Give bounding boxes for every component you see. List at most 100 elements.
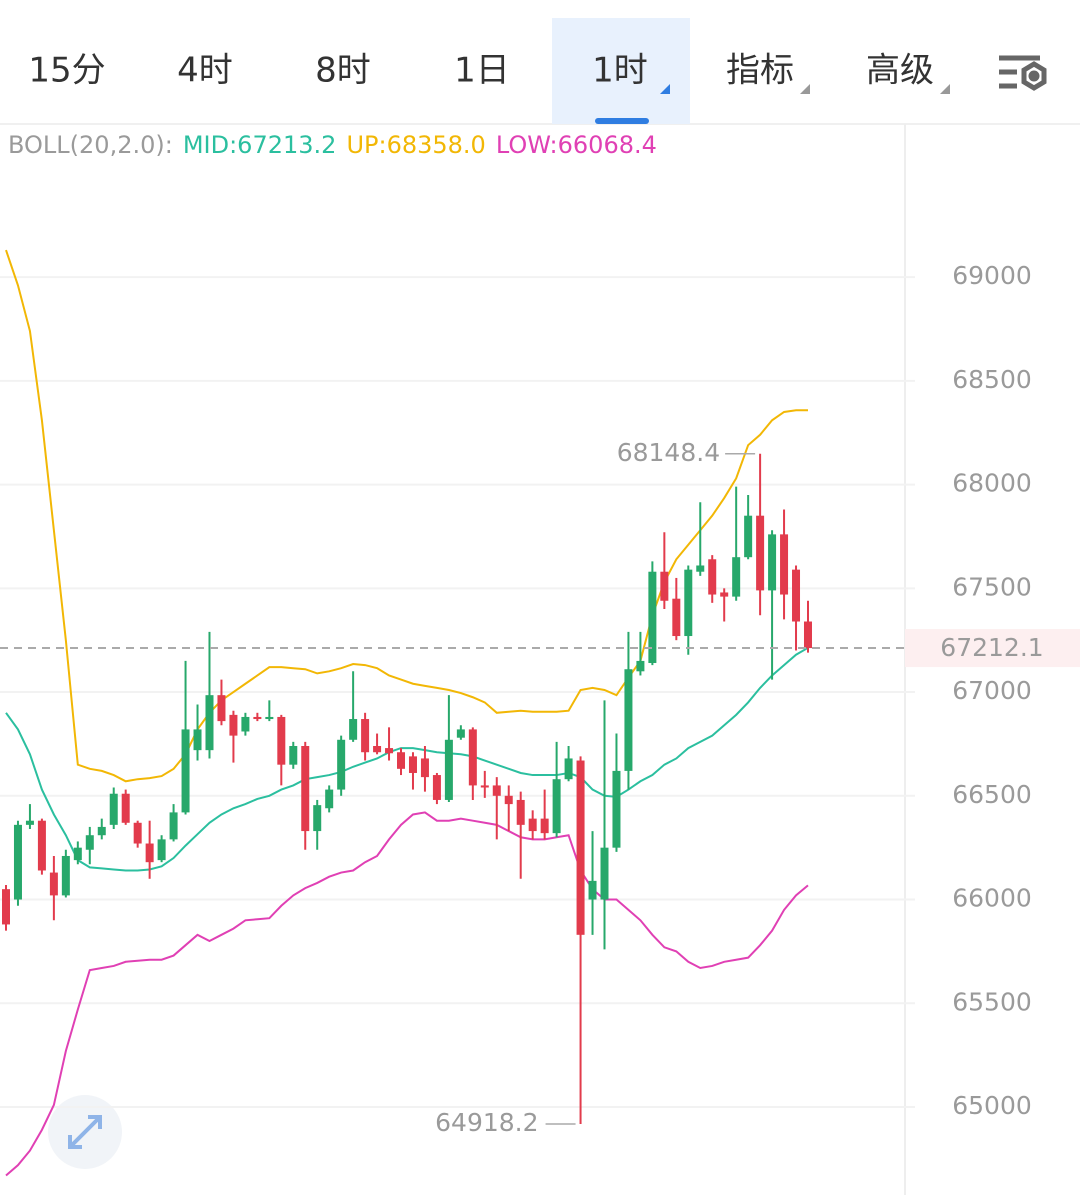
candle-body: [588, 880, 597, 900]
dropdown-triangle: [660, 84, 670, 94]
candle-body: [432, 775, 441, 800]
tab[interactable]: 4时: [177, 51, 233, 91]
icon-hex: [1021, 61, 1047, 91]
candle-body: [564, 758, 573, 780]
candle-body: [325, 789, 334, 809]
y-tick-label: 68500: [952, 365, 1032, 394]
candle-body: [157, 839, 166, 861]
candle-body: [456, 729, 465, 738]
candle-body: [385, 748, 394, 754]
candle-body: [612, 770, 621, 848]
icon-dot: [1028, 70, 1040, 82]
candle-body: [540, 818, 549, 834]
y-tick-label: 66500: [952, 780, 1032, 809]
candle-body: [576, 760, 585, 935]
candle-body: [504, 795, 513, 805]
candle-body: [744, 515, 753, 558]
candle-body: [2, 889, 10, 925]
active-tab-underline: [595, 118, 649, 124]
candle-body: [528, 818, 537, 832]
candle-body: [37, 820, 46, 871]
tab[interactable]: 指标: [726, 51, 794, 91]
candle-body: [624, 669, 633, 771]
expand-button[interactable]: [48, 1095, 122, 1169]
legend-entry: UP:68358.0: [346, 131, 485, 159]
candle-body: [313, 805, 322, 832]
candle-body: [277, 716, 286, 765]
candle-body: [217, 695, 226, 722]
tab[interactable]: 15分: [28, 51, 105, 91]
y-tick-label: 68000: [952, 469, 1032, 498]
candle-body: [73, 847, 82, 861]
high-marker-label: 68148.4: [617, 438, 720, 467]
candle-body: [265, 716, 274, 720]
candle-body: [289, 746, 298, 765]
candle-body: [708, 559, 717, 595]
candle-body: [803, 621, 812, 649]
candle-body: [780, 534, 789, 595]
legend-entry: MID:67213.2: [183, 131, 337, 159]
candle-body: [109, 793, 118, 825]
candle-body: [301, 746, 310, 832]
indicator-label: BOLL(20,2.0):: [8, 131, 173, 159]
candle-body: [756, 515, 765, 591]
candle-body: [660, 571, 669, 601]
y-tick-label: 65000: [952, 1091, 1032, 1120]
candle-body: [684, 569, 693, 637]
dropdown-triangle: [800, 84, 810, 94]
tab[interactable]: 高级: [866, 51, 934, 91]
candle-body: [349, 719, 358, 740]
candle-body: [397, 752, 406, 769]
candle-body: [121, 793, 130, 823]
y-tick-label: 67000: [952, 676, 1032, 705]
candle-body: [516, 799, 525, 825]
price-tag-bg: [905, 629, 1080, 668]
candle-body: [636, 660, 645, 672]
candle-body: [181, 729, 190, 813]
legend-entry: LOW:66068.4: [496, 131, 657, 159]
candle-body: [444, 739, 453, 800]
boll-line: [5, 646, 809, 872]
tab[interactable]: 8时: [315, 51, 371, 91]
candle-body: [25, 820, 34, 825]
candle-body: [49, 872, 58, 896]
candle-body: [732, 557, 741, 597]
tab[interactable]: 1日: [454, 51, 510, 91]
candle-body: [552, 779, 561, 834]
candle-body: [408, 756, 417, 773]
candle-body: [145, 843, 154, 863]
tab[interactable]: 1时: [592, 51, 648, 91]
candle-body: [373, 746, 382, 753]
candle-body: [696, 565, 705, 572]
low-marker-label: 64918.2: [435, 1108, 538, 1137]
settings-icon[interactable]: [999, 55, 1047, 91]
y-tick-label: 69000: [952, 261, 1032, 290]
candle-body: [13, 824, 22, 900]
candle-body: [492, 785, 501, 796]
candle-body: [600, 847, 609, 900]
candle-body: [337, 739, 346, 790]
y-tick-label: 67500: [952, 572, 1032, 601]
candle-body: [205, 695, 214, 751]
candle-body: [480, 785, 489, 788]
boll-line: [5, 811, 809, 1177]
candle-body: [229, 714, 238, 736]
candle-body: [672, 598, 681, 637]
active-tab-bg: [552, 18, 690, 124]
candle-body: [792, 569, 801, 622]
candle-body: [193, 729, 202, 751]
candle-body: [85, 835, 94, 850]
candle-body: [720, 592, 729, 597]
candle-body: [169, 812, 178, 840]
price-tag: 67212.1: [940, 633, 1043, 662]
candle-body: [97, 826, 106, 836]
boll-line: [5, 249, 808, 783]
expand-arrow: [68, 1115, 102, 1149]
candle-body: [241, 716, 250, 732]
candle-body: [468, 729, 477, 786]
candle-body: [361, 719, 370, 753]
candle-body: [61, 855, 70, 896]
candle-body: [133, 822, 142, 844]
